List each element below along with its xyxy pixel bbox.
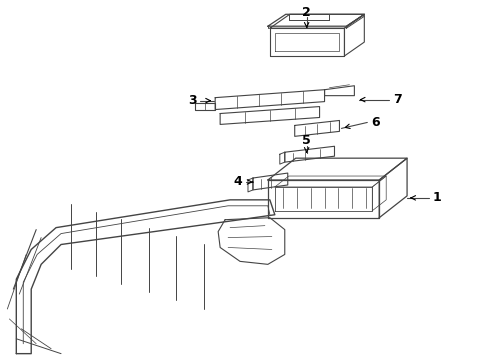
Text: 3: 3	[188, 94, 196, 107]
Text: 4: 4	[234, 175, 243, 189]
Text: 5: 5	[302, 134, 311, 147]
Text: 1: 1	[433, 192, 441, 204]
Text: 7: 7	[393, 93, 401, 106]
Text: 6: 6	[371, 116, 380, 129]
Text: 2: 2	[302, 6, 311, 19]
